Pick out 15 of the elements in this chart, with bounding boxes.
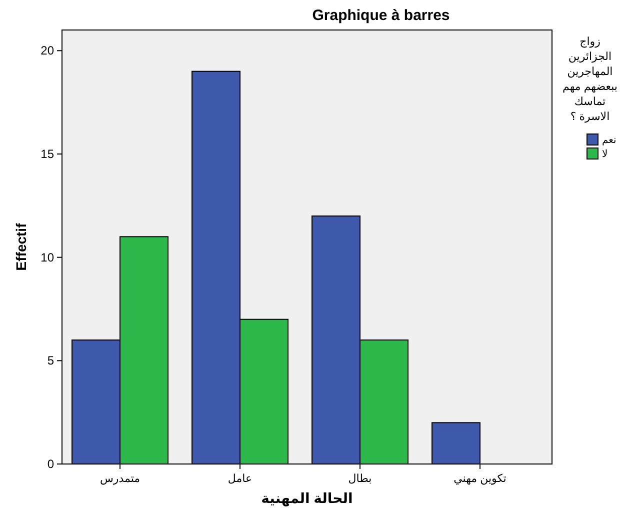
y-axis-title: Effectif	[13, 222, 29, 271]
legend-label: لا	[602, 149, 608, 160]
x-tick-label: عامل	[228, 473, 252, 485]
y-tick-label: 0	[47, 457, 54, 471]
y-tick-label: 10	[40, 250, 54, 264]
legend-title: زواج الجزائرين المهاجرين ببعضهم مهم تماسك الاسرة ؟	[562, 36, 618, 123]
y-tick-label: 15	[40, 147, 54, 161]
chart-title: Graphique à barres	[312, 7, 450, 24]
x-tick-label: بطال	[348, 473, 372, 485]
y-tick-label: 20	[40, 44, 54, 58]
legend-label: نعم	[602, 135, 616, 146]
x-axis-title: الحالة المهنية	[261, 490, 353, 507]
y-tick-label: 5	[47, 354, 54, 368]
x-tick-label: تكوين مهني	[454, 473, 506, 485]
x-tick-label: متمدرس	[100, 473, 140, 485]
